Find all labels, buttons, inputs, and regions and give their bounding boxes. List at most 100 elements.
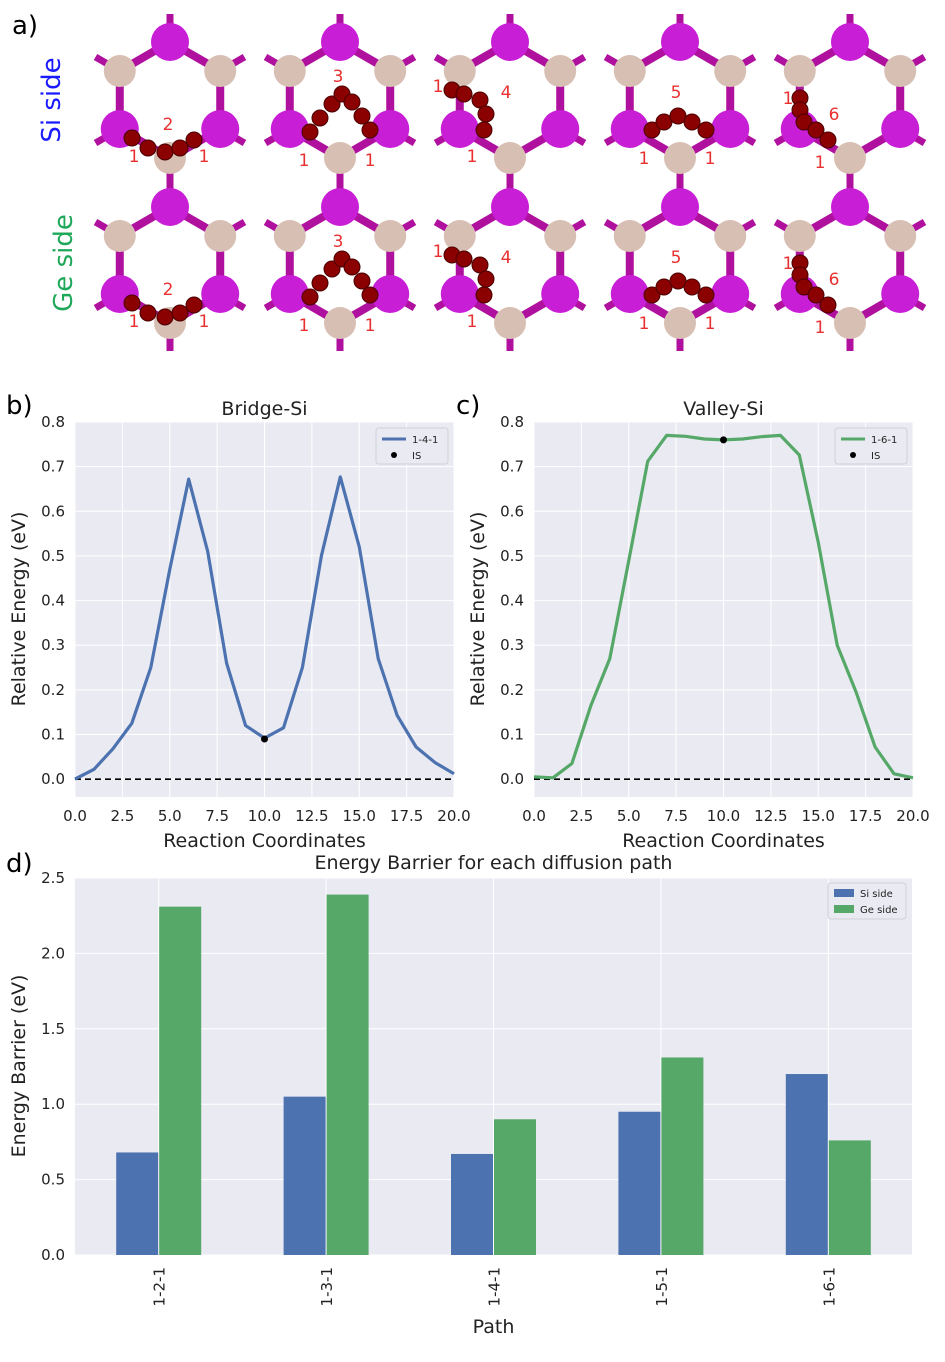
end-label: 1 [365,316,376,336]
silicon-atom [711,110,750,148]
silicon-atom [321,23,359,61]
y-tick-label: 1.0 [41,1095,65,1113]
end-label: 1 [433,242,444,262]
silicon-atom [661,23,699,61]
germanium-atom [374,220,407,252]
x-tick-label: 1-5-1 [653,1267,671,1306]
bar-ge-side-1-5-1 [661,1057,704,1255]
end-label: 1 [705,314,716,334]
chart-title-valley-si: Valley-Si [683,398,764,420]
germanium-atom [613,220,646,252]
x-tick-label: 17.5 [849,807,882,825]
x-tick-label: 5.0 [158,807,182,825]
germanium-atom [494,142,526,174]
chart-bridge-si: Bridge-Si Reaction Coordinates Relative … [8,398,471,852]
legend-label-1-4-1: 1-4-1 [412,435,438,446]
germanium-atom [273,55,306,87]
y-tick-label: 0.6 [41,502,65,520]
site-label: 5 [671,83,682,103]
silicon-atom [440,110,479,148]
marker-IS [720,436,727,444]
end-label: 1 [705,149,716,169]
end-label: 1 [639,314,650,334]
panel-label-c: c) [456,391,480,421]
end-label: 1 [467,312,478,332]
end-label: 1 [639,149,650,169]
oxygen-atom [343,258,361,276]
x-tick-label: 10.0 [248,807,281,825]
silicon-atom [201,275,240,313]
silicon-atom [321,188,359,226]
legend-label-ge-side: Ge side [860,905,898,916]
oxygen-atom [185,131,203,149]
chart-title-energy-barrier: Energy Barrier for each diffusion path [315,852,673,874]
silicon-atom [270,275,309,313]
end-label: 1 [365,151,376,171]
oxygen-atom [311,274,329,292]
end-label: 1 [815,153,826,173]
legend-label-1-6-1: 1-6-1 [871,435,897,446]
site-label: 3 [333,67,344,87]
germanium-atom [714,220,747,252]
site-label: 2 [163,280,174,300]
germanium-atom [443,220,476,252]
y-tick-label: 1.5 [41,1020,65,1038]
site-label: 5 [671,248,682,268]
legend-label-si-side: Si side [860,889,893,900]
oxygen-atom [139,139,157,157]
bar-si-side-1-6-1 [785,1074,828,1255]
oxygen-atom [311,109,329,127]
site-label: 4 [501,83,512,103]
bar-si-side-1-3-1 [283,1096,326,1255]
silicon-atom [371,275,410,313]
x-tick-label: 1-4-1 [486,1267,504,1306]
bar-ge-side-1-6-1 [828,1140,871,1255]
end-label: 1 [129,312,140,332]
oxygen-atom [807,286,825,304]
legend-marker-IS [850,452,856,458]
silicon-atom [831,188,869,226]
bar-ge-side-1-3-1 [326,894,369,1255]
y-tick-label: 0.5 [41,1171,65,1189]
oxygen-atom [475,286,493,304]
bar-si-side-1-4-1 [451,1153,493,1255]
legend-bridge-si: 1-4-1 IS [375,427,449,465]
x-tick-label: 0.0 [522,807,546,825]
chart-valley-si: Valley-Si Reaction Coordinates Relative … [467,398,930,852]
end-label: 1 [299,151,310,171]
site-label: 3 [333,232,344,252]
oxygen-atom [343,93,361,111]
x-tick-label: 12.5 [295,807,328,825]
ticks-bridge-si: 0.0 2.5 5.0 7.5 10.0 12.5 15.0 17.5 20.0 0.0 0.1 0.… [41,413,471,825]
silicon-atom [541,110,580,148]
marker-IS [261,735,268,743]
y-axis-label-bridge-si: Relative Energy (eV) [8,512,30,707]
x-axis-label-energy-barrier: Path [473,1316,515,1338]
y-tick-label: 0.0 [500,770,524,788]
grid-energy-barrier [75,877,912,1256]
y-tick-label: 0.8 [500,413,524,431]
germanium-atom [884,220,917,252]
y-tick-label: 0.4 [41,592,65,610]
chart-energy-barrier: Energy Barrier for each diffusion path P… [8,852,912,1338]
legend-energy-barrier: Si side Ge side [827,882,907,920]
bar-ge-side-1-2-1 [159,906,202,1255]
y-tick-label: 0.4 [500,592,524,610]
x-tick-label: 7.5 [205,807,229,825]
germanium-atom [324,142,356,174]
germanium-atom [544,220,577,252]
y-tick-label: 0.3 [500,636,524,654]
silicon-atom [201,110,240,148]
row-label-ge-side: Ge side [49,214,79,312]
end-label: 1 [199,147,210,167]
oxygen-atom [123,129,141,147]
silicon-atom [541,275,580,313]
germanium-atom [103,55,136,87]
x-tick-label: 1-6-1 [820,1267,838,1306]
germanium-atom [103,220,136,252]
oxygen-atom [795,278,813,296]
site-label: 4 [501,248,512,268]
panel-label-b: b) [6,391,33,421]
germanium-atom [884,55,917,87]
